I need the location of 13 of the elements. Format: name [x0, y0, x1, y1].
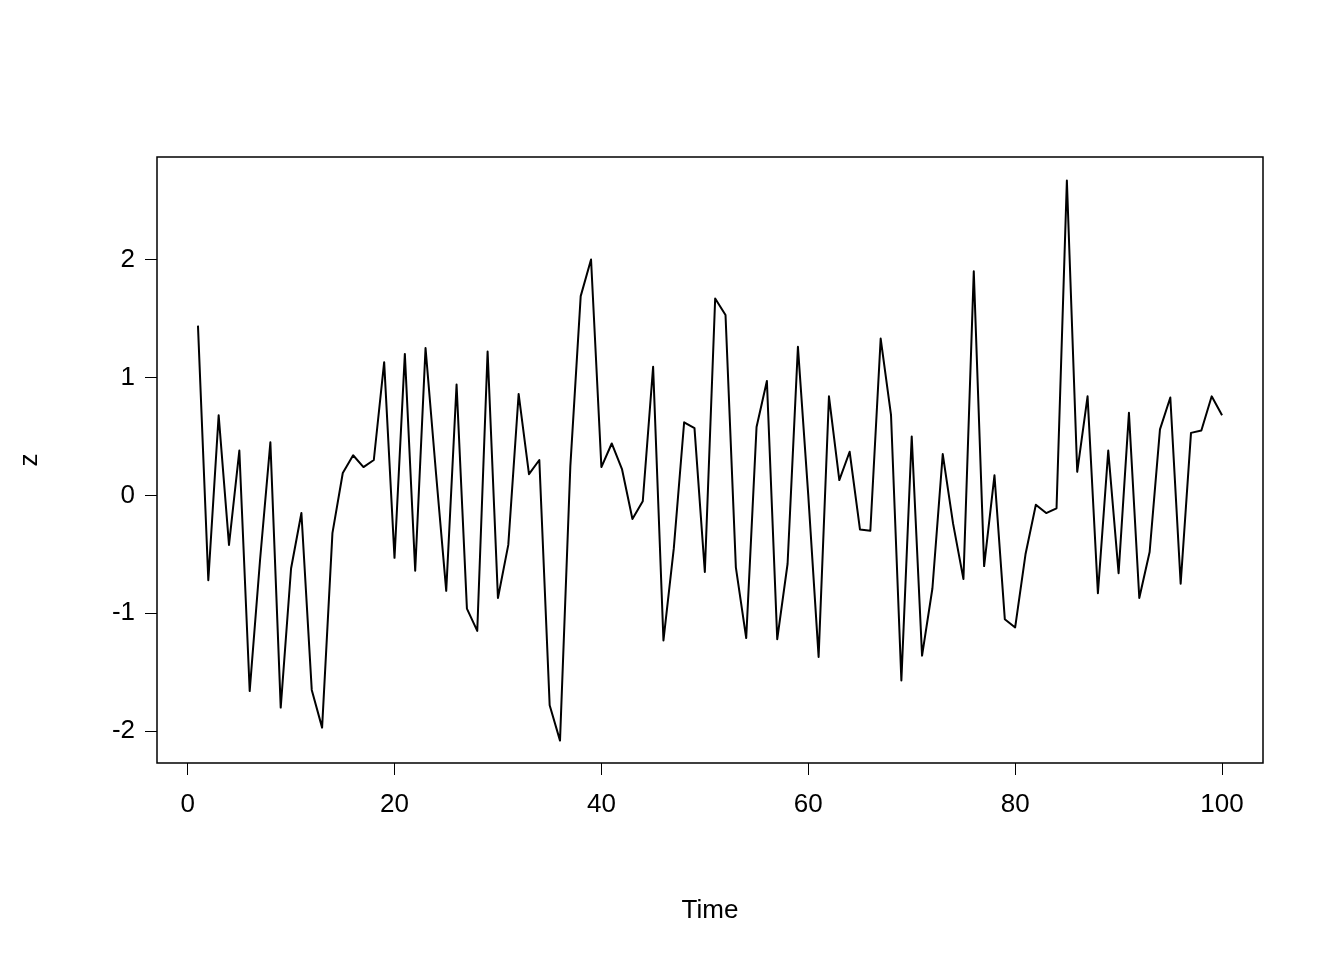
y-tick-label: 1 — [120, 360, 135, 391]
x-tick-label: 60 — [793, 787, 823, 818]
y-tick-label: 2 — [120, 242, 135, 273]
x-tick-label: 20 — [380, 787, 409, 818]
x-tick-label: 80 — [1000, 787, 1030, 818]
x-tick-label: 100 — [1200, 787, 1244, 818]
x-tick-label: 0 — [180, 787, 195, 818]
y-tick-label: -1 — [111, 596, 135, 627]
y-tick-label: -2 — [111, 714, 135, 745]
y-tick-label: 0 — [120, 478, 135, 509]
x-axis-title: Time — [681, 893, 739, 924]
x-tick-label: 40 — [586, 787, 616, 818]
y-axis-title: z — [12, 453, 43, 467]
